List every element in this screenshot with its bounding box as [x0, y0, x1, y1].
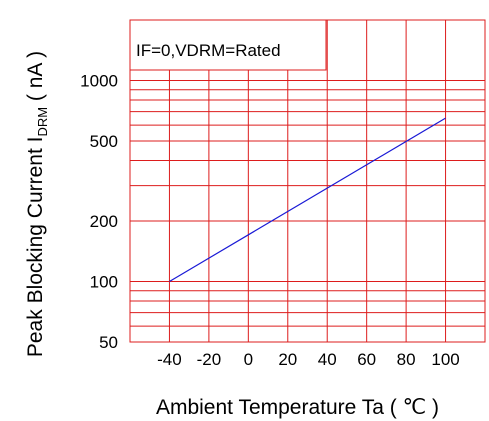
grid [129, 19, 486, 343]
x-tick-label: 40 [318, 350, 337, 369]
x-tick-label: 100 [431, 350, 459, 369]
x-tick-label: 20 [278, 350, 297, 369]
y-tick-label: 100 [90, 272, 118, 291]
x-tick-labels: -40 -20 0 20 40 60 80 100 [157, 350, 460, 369]
y-tick-labels: 50 100 200 500 1000 [80, 72, 118, 352]
series-layer [169, 117, 446, 283]
y-tick-label: 500 [90, 132, 118, 151]
annotation-text: IF=0,VDRM=Rated [136, 41, 281, 60]
y-axis-title-prefix: Peak Blocking Current I [24, 137, 47, 358]
annotation-box [129, 19, 327, 71]
x-tick-label: -40 [157, 350, 182, 369]
y-tick-label: 50 [99, 333, 118, 352]
x-tick-label: 80 [397, 350, 416, 369]
y-axis-title: Peak Blocking Current IDRM ( nA ) [24, 51, 50, 357]
series-line [169, 117, 446, 283]
y-tick-label: 1000 [80, 72, 118, 91]
x-axis-title: Ambient Temperature Ta ( ℃ ) [156, 396, 439, 419]
y-axis-title-subscript: DRM [35, 107, 50, 137]
x-tick-label: 0 [244, 350, 253, 369]
x-tick-label: 60 [357, 350, 376, 369]
y-axis-title-suffix: ( nA ) [24, 51, 47, 107]
x-tick-label: -20 [197, 350, 222, 369]
y-tick-label: 200 [90, 212, 118, 231]
